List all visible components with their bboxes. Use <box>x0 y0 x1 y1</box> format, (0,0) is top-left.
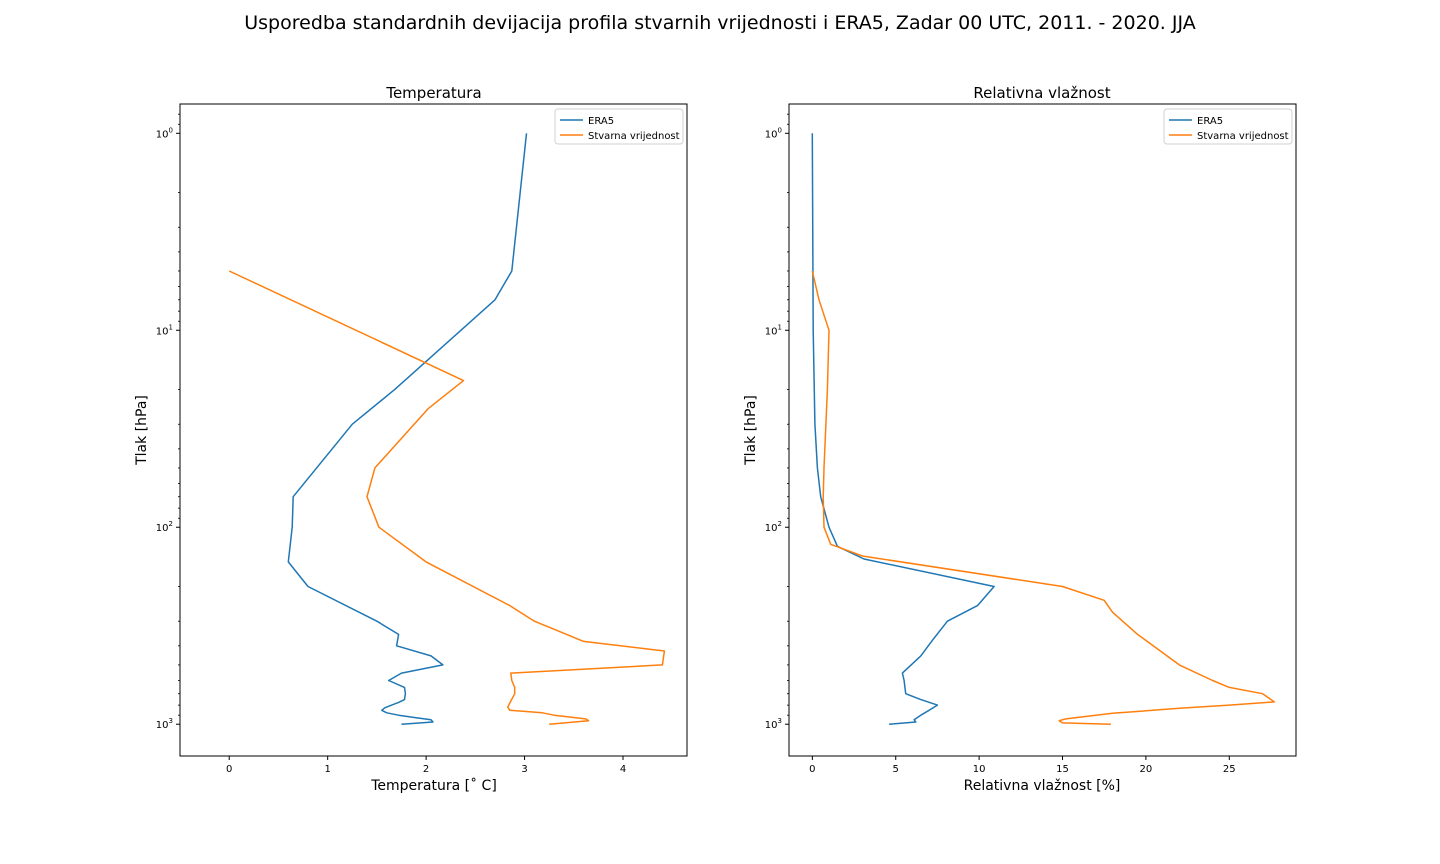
rh-legend-box <box>1163 108 1293 145</box>
figure-title: Usporedba standardnih devijacija profila… <box>244 12 1196 34</box>
temp-plot-frame <box>179 103 688 757</box>
temp-ytick-label: 100 <box>156 126 173 140</box>
rh-ytick-label: 103 <box>765 717 782 731</box>
chart-relative-humidity: Relativna vlažnost Relativna vlažnost [%… <box>743 84 1297 794</box>
rh-xlabel: Relativna vlažnost [%] <box>964 778 1121 794</box>
rh-ytick-label: 101 <box>765 323 782 337</box>
rh-legend-label: Stvarna vrijednost <box>1197 131 1289 142</box>
rh-legend: ERA5 Stvarna vrijednost <box>1163 108 1293 145</box>
rh-series-stvarna-line <box>811 270 1276 725</box>
rh-plot-frame <box>788 103 1297 757</box>
temp-plot-title: Temperatura <box>385 84 481 102</box>
rh-xtick-label: 5 <box>893 764 899 775</box>
temp-legend-label: Stvarna vrijednost <box>588 131 680 142</box>
temp-legend: ERA5 Stvarna vrijednost <box>554 108 684 145</box>
rh-xtick-label: 0 <box>809 764 815 775</box>
temp-ytick-label: 101 <box>156 323 173 337</box>
temp-ytick-label: 102 <box>156 520 173 534</box>
temp-xtick-label: 1 <box>324 764 330 775</box>
temp-ytick-label: 103 <box>156 717 173 731</box>
temp-legend-box <box>554 108 684 145</box>
temp-series-era5-line <box>287 133 528 725</box>
temp-legend-label: ERA5 <box>588 116 614 127</box>
rh-plot-title: Relativna vlažnost <box>973 84 1110 102</box>
temp-xtick-label: 0 <box>226 764 232 775</box>
temp-xlabel: Temperatura [˚ C] <box>370 777 497 794</box>
rh-xtick-label: 25 <box>1223 764 1236 775</box>
temp-series-stvarna-line <box>228 270 666 725</box>
rh-ytick-label: 100 <box>765 126 782 140</box>
temp-xtick-label: 3 <box>521 764 527 775</box>
chart-temperature: Temperatura Temperatura [˚ C] Tlak [hPa]… <box>134 84 688 794</box>
rh-xtick-label: 20 <box>1140 764 1153 775</box>
rh-legend-label: ERA5 <box>1197 116 1223 127</box>
rh-ylabel: Tlak [hPa] <box>743 395 759 466</box>
rh-xtick-label: 10 <box>973 764 986 775</box>
rh-series-era5-line <box>811 133 995 725</box>
temp-xtick-label: 4 <box>620 764 626 775</box>
rh-ytick-label: 102 <box>765 520 782 534</box>
rh-xtick-label: 15 <box>1056 764 1069 775</box>
temp-xtick-label: 2 <box>423 764 429 775</box>
temp-ylabel: Tlak [hPa] <box>134 395 150 466</box>
